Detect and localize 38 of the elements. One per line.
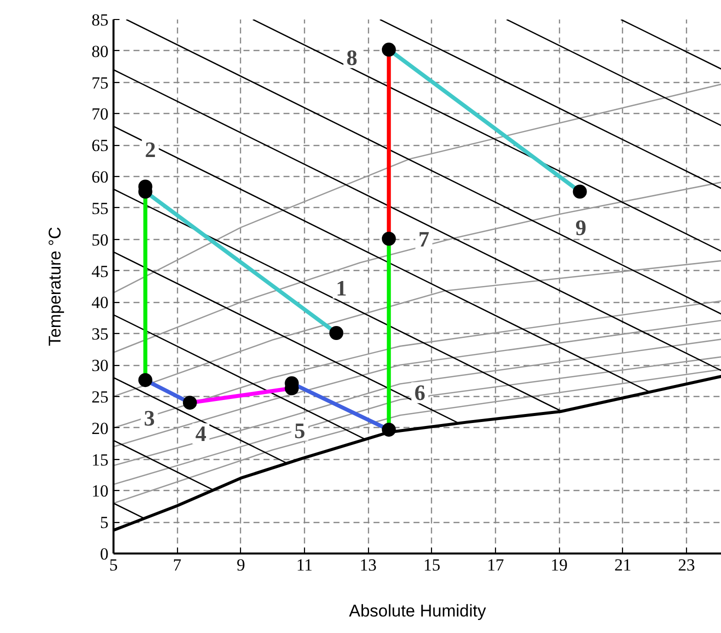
x-tick-label: 13: [360, 556, 377, 574]
y-tick-label: 15: [92, 450, 108, 470]
y-tick-label: 10: [92, 482, 108, 501]
x-tick-label: 7: [172, 556, 182, 574]
y-tick-label: 45: [92, 262, 108, 281]
x-tick-label: 17: [486, 556, 504, 574]
annotation: 5: [294, 418, 306, 443]
x-tick-label: 19: [550, 556, 568, 574]
y-axis-title: Temperature °C: [46, 226, 64, 346]
y-tick-label: 55: [92, 198, 108, 218]
y-tick-label: 30: [92, 356, 108, 376]
y-tick-label: 0: [100, 544, 108, 564]
y-tick-label: 70: [92, 104, 108, 124]
annotation: 2: [144, 137, 156, 162]
annotation: 3: [144, 406, 155, 431]
annotation: 9: [575, 215, 586, 240]
x-tick-label: 11: [296, 556, 313, 574]
y-tick-label: 50: [92, 230, 108, 250]
x-tick-label: 9: [236, 556, 246, 574]
annotation: 4: [195, 421, 206, 446]
x-tick-label: 15: [423, 556, 440, 574]
y-tick-label: 40: [92, 293, 108, 312]
y-tick-label: 80: [92, 42, 108, 61]
y-tick-label: 25: [92, 387, 108, 406]
y-tick-label: 5: [100, 513, 108, 532]
y-tick-label: 85: [92, 10, 108, 30]
annotation: 7: [418, 226, 430, 252]
annotation: 8: [346, 45, 358, 70]
annotation: 1: [336, 275, 347, 300]
y-tick-label: 20: [92, 418, 108, 438]
annotation: 6: [414, 380, 426, 406]
x-axis-title: Absolute Humidity: [349, 602, 486, 620]
y-tick-label: 75: [92, 73, 108, 92]
y-tick-label: 60: [92, 168, 108, 187]
x-tick-label: 23: [678, 556, 695, 574]
y-tick-label: 65: [92, 136, 108, 156]
x-tick-label: 21: [614, 556, 632, 574]
y-tick-label: 35: [92, 324, 108, 344]
